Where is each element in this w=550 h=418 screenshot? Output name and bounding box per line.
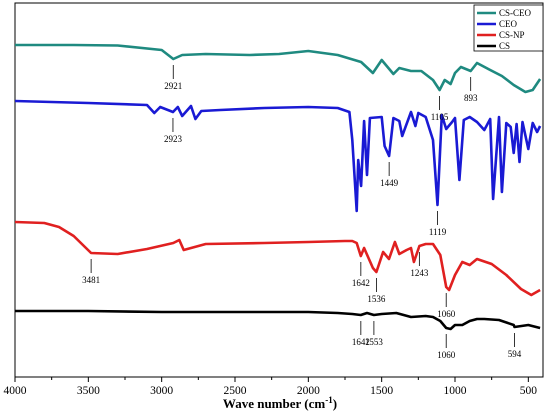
x-tick-label: 3500	[77, 385, 100, 397]
series-line-ceo	[14, 99, 542, 213]
x-axis: 4000 3500 3000 2500 2000 1500 1000 500	[4, 377, 538, 397]
peak-label: 1105	[431, 112, 449, 122]
series-line-cs-np	[14, 220, 541, 297]
plot-frame	[14, 2, 544, 378]
peak-label: 1119	[429, 227, 447, 237]
series-line-cs-ceo	[15, 43, 542, 94]
x-tick-label: 2500	[224, 385, 247, 397]
peak-label: 1642	[352, 278, 370, 288]
x-tick-label: 500	[520, 385, 538, 397]
x-tick-label: 2000	[297, 385, 320, 397]
peak-label: 1553	[365, 337, 384, 347]
peak-label: 893	[464, 93, 478, 103]
x-axis-title-close: )	[333, 396, 337, 411]
peak-label: 1243	[410, 268, 429, 278]
x-tick-label: 1500	[370, 385, 393, 397]
x-tick-label: 4000	[4, 385, 27, 397]
peak-label: 1536	[367, 294, 386, 304]
peak-label: 1642	[352, 337, 370, 347]
series-line-cs	[15, 309, 541, 331]
plot-border	[14, 2, 544, 378]
legend-label: CEO	[499, 19, 518, 29]
peak-label: 1060	[437, 350, 456, 360]
legend-label: CS	[499, 41, 510, 51]
peak-label: 1449	[380, 178, 399, 188]
x-axis-title-text: Wave number (cm	[223, 396, 325, 411]
series-layer	[14, 43, 542, 331]
x-axis-title: Wave number (cm-1)	[223, 395, 337, 411]
legend-box	[473, 4, 544, 52]
x-tick-label: 3000	[150, 385, 173, 397]
peak-label: 2923	[164, 134, 183, 144]
x-tick-label: 1000	[444, 385, 467, 397]
x-axis-title-superscript: -1	[325, 395, 333, 405]
peak-label: 3481	[82, 275, 100, 285]
peak-label: 594	[508, 349, 522, 359]
peak-label: 2921	[164, 81, 182, 91]
annotation-layer: 2921 1105 893 2923 1449 1119 3481 1642 1536 1243 1…	[82, 65, 522, 360]
legend-label: CS-NP	[499, 30, 525, 40]
legend-label: CS-CEO	[499, 8, 532, 18]
peak-label: 1060	[437, 309, 456, 319]
